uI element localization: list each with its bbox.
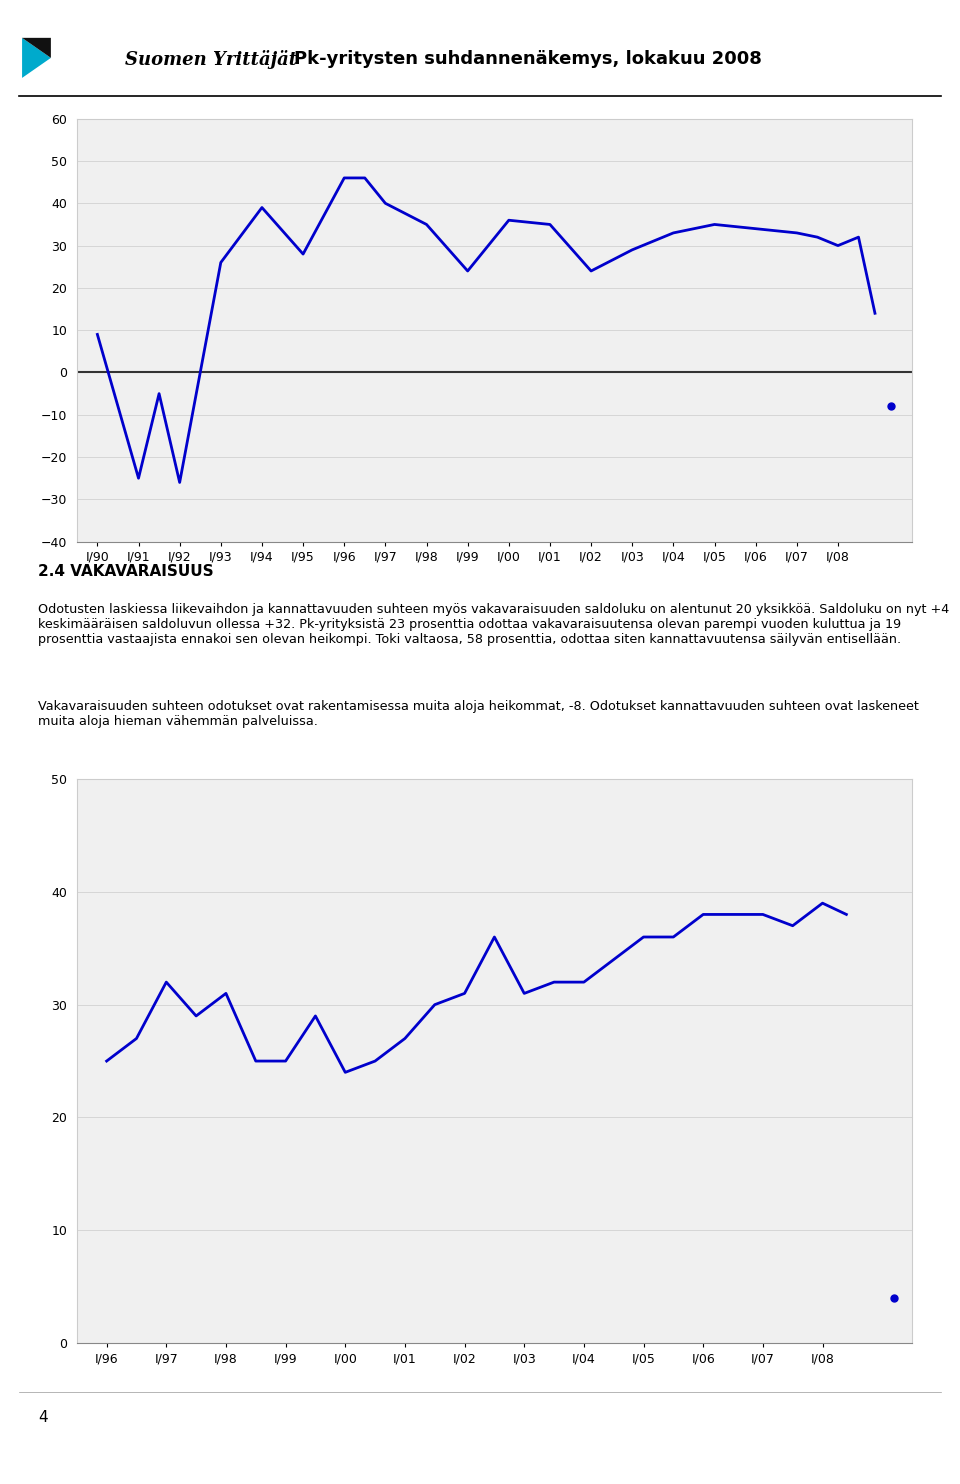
Text: Vakavaraisuuden suhteen odotukset ovat rakentamisessa muita aloja heikommat, -8.: Vakavaraisuuden suhteen odotukset ovat r… [38,700,920,729]
Text: 2.4 VAKAVARAISUUS: 2.4 VAKAVARAISUUS [38,564,214,579]
Polygon shape [22,37,51,77]
Text: Pk-yritysten suhdannenäkemys, lokakuu 2008: Pk-yritysten suhdannenäkemys, lokakuu 20… [294,50,762,68]
Polygon shape [22,37,51,58]
Text: Suomen Yrittäjät: Suomen Yrittäjät [125,50,297,68]
Text: 4: 4 [38,1410,48,1425]
Text: Odotusten laskiessa liikevaihdon ja kannattavuuden suhteen myös vakavaraisuuden : Odotusten laskiessa liikevaihdon ja kann… [38,603,949,646]
Text: yrittajat.fi: yrittajat.fi [777,1428,865,1444]
